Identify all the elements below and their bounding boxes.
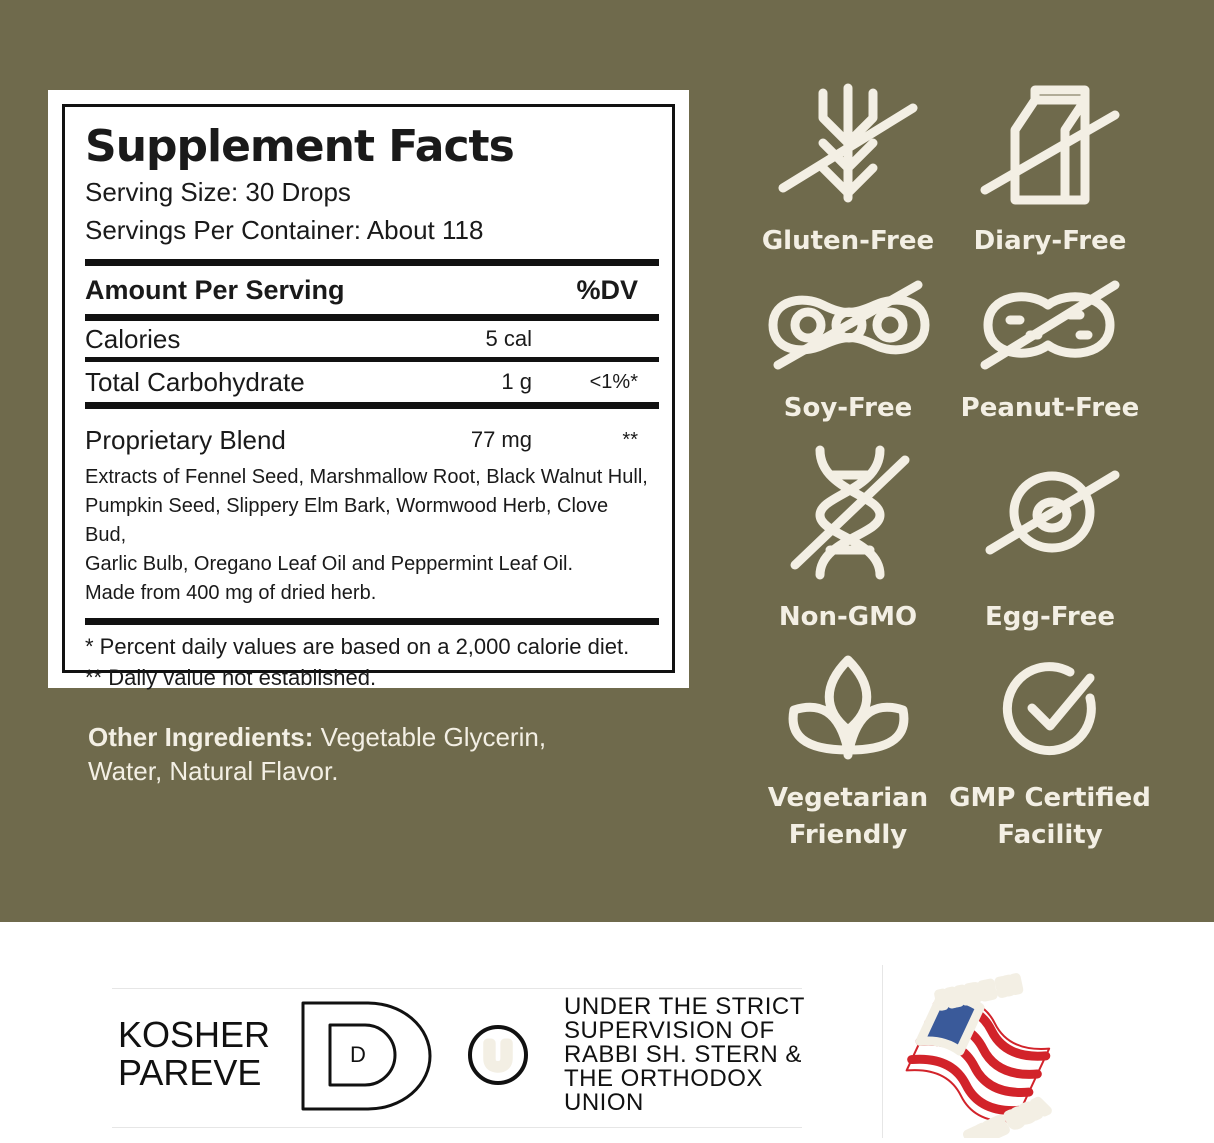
other-ingredients: Other Ingredients: Vegetable Glycerin, W… [88, 720, 608, 788]
kosher-line: PAREVE [118, 1052, 262, 1093]
milk-carton-crossed-icon [980, 85, 1120, 210]
badge-line: GMP Certified [949, 783, 1151, 813]
footnote: * Percent daily values are based on a 2,… [85, 634, 630, 659]
egg-crossed-icon [985, 470, 1120, 560]
check-circle-icon [1000, 658, 1100, 763]
other-ingredients-value: Vegetable Glycerin, Water, Natural Flavo… [88, 722, 547, 786]
badge-label-gluten-free: Gluten-Free [761, 226, 935, 256]
supervision-line: UNION [564, 1089, 644, 1116]
row-name: Calories [85, 323, 181, 354]
divider [112, 1127, 802, 1128]
leaf-icon [786, 655, 911, 765]
row-dv: ** [622, 428, 638, 451]
supplement-facts-label: Supplement Facts Serving Size: 30 Drops … [62, 104, 675, 690]
supervision-line: RABBI SH. STERN & [564, 1041, 802, 1068]
supplement-facts-title: Supplement Facts [85, 121, 515, 172]
divider [85, 402, 659, 409]
badge-label-soy-free: Soy-Free [783, 393, 913, 423]
divider [85, 259, 659, 266]
ingredient-line: Pumpkin Seed, Slippery Elm Bark, Wormwoo… [85, 495, 609, 546]
kosher-d-seal-icon: D [300, 1000, 435, 1117]
row-name: Total Carbohydrate [85, 366, 305, 397]
divider [85, 618, 659, 625]
row-amount: 77 mg [470, 427, 532, 452]
kosher-line: KOSHER [118, 1014, 271, 1055]
table-row: Calories 5 cal [85, 321, 652, 357]
seal-letter: D [350, 1042, 366, 1067]
supplement-facts-panel [48, 90, 689, 688]
badge-label-peanut-free: Peanut-Free [960, 393, 1140, 423]
divider [112, 988, 802, 989]
badge-label-egg-free: Egg-Free [985, 602, 1115, 632]
badge-label-non-gmo: Non-GMO [778, 602, 918, 632]
kosher-pareve: KOSHER PAREVE [118, 1016, 270, 1092]
ingredient-line: Made from 400 mg of dried herb. [85, 582, 377, 604]
peanut-crossed-icon [980, 280, 1120, 375]
servings-per-container: Servings Per Container: About 118 [85, 215, 484, 245]
badge-label-gmp: GMP Certified Facility [940, 780, 1160, 854]
dna-crossed-icon [790, 445, 910, 585]
divider [85, 314, 659, 321]
divider [882, 965, 883, 1138]
badge-line: Friendly [788, 820, 908, 850]
row-amount: 5 cal [485, 326, 532, 351]
footnotes: * Percent daily values are based on a 2,… [85, 625, 652, 693]
table-row: Proprietary Blend 77 mg ** [85, 409, 652, 463]
serving-size: Serving Size: 30 Drops [85, 177, 351, 207]
made-in-usa-flag-logo: MADE IN THE USA [890, 970, 1070, 1143]
amount-header: Amount Per Serving [85, 274, 345, 305]
table-header: Amount Per Serving %DV [85, 266, 652, 314]
supervision-line: UNDER THE STRICT [564, 993, 805, 1020]
soybean-crossed-icon [763, 280, 935, 375]
badge-line: Facility [997, 820, 1103, 850]
dv-header: %DV [576, 274, 638, 305]
row-dv: <1%* [589, 370, 638, 393]
ingredient-line: Extracts of Fennel Seed, Marshmallow Roo… [85, 466, 648, 488]
table-row: Total Carbohydrate 1 g <1%* [85, 362, 652, 402]
badge-label-vegetarian: Vegetarian Friendly [748, 780, 948, 854]
ou-symbol-icon: U [467, 1024, 529, 1091]
badge-line: Vegetarian [767, 783, 929, 813]
divider [85, 357, 659, 362]
wheat-crossed-icon [778, 78, 918, 208]
supervision-text: UNDER THE STRICT SUPERVISION OF RABBI SH… [564, 995, 805, 1115]
footnote: ** Daily value not established. [85, 665, 377, 690]
ingredients-list: Extracts of Fennel Seed, Marshmallow Roo… [85, 463, 652, 608]
other-ingredients-label: Other Ingredients: [88, 722, 314, 752]
ingredient-line: Garlic Bulb, Oregano Leaf Oil and Pepper… [85, 553, 574, 575]
supervision-line: THE ORTHODOX [564, 1065, 763, 1092]
ou-letter: U [485, 1035, 511, 1076]
supervision-line: SUPERVISION OF [564, 1017, 775, 1044]
badge-label-diary-free: Diary-Free [973, 226, 1127, 256]
row-name: Proprietary Blend [85, 424, 286, 455]
row-amount: 1 g [501, 369, 532, 394]
